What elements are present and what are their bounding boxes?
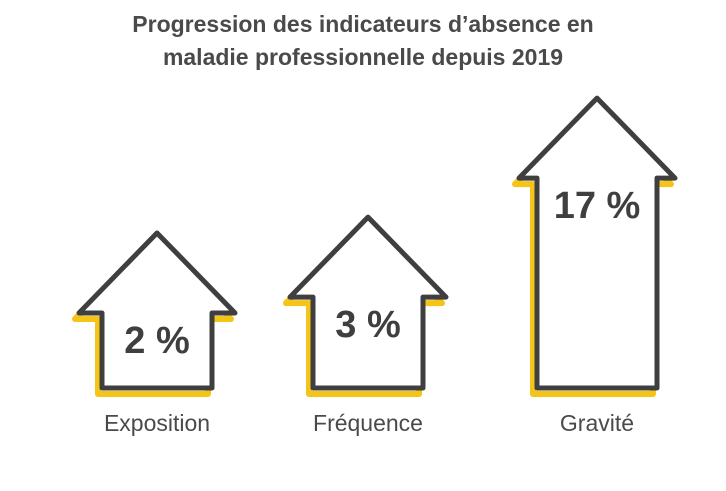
chart-title: Progression des indicateurs d’absence en… [132, 11, 594, 70]
category-label: Exposition [104, 410, 210, 436]
arrow [512, 95, 678, 397]
value-label: 3 % [335, 304, 400, 346]
arrow-body [516, 95, 678, 391]
arrow [72, 230, 238, 397]
value-label: 17 % [554, 185, 641, 227]
arrow-body [76, 230, 238, 391]
arrow-body [287, 214, 449, 391]
category-label: Fréquence [313, 410, 423, 436]
value-label: 2 % [124, 320, 189, 362]
category-label: Gravité [560, 410, 634, 436]
arrow [283, 214, 449, 397]
